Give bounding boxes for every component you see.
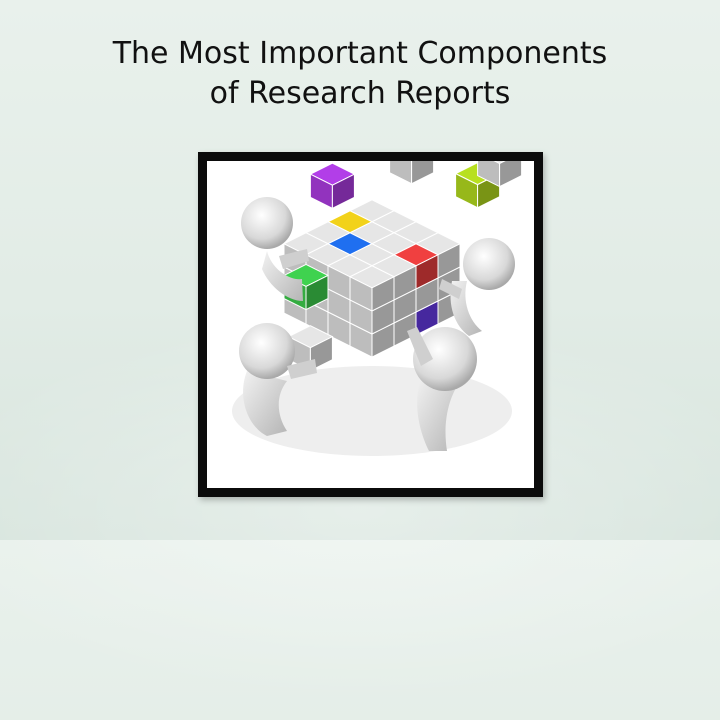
slide-title-line-1: The Most Important Components	[112, 36, 608, 71]
figure-bottom-right	[407, 327, 477, 451]
cube-stack	[282, 161, 523, 385]
cube-block	[477, 161, 523, 188]
cube-block	[389, 161, 435, 185]
figure-top-right	[439, 238, 515, 336]
figures-assembling-cube-icon	[232, 161, 523, 456]
figure-bottom-left	[239, 323, 317, 436]
slide-title: The Most Important Components of Researc…	[0, 34, 720, 114]
image-frame	[198, 152, 543, 497]
cube-block	[348, 265, 396, 312]
figure-top-left	[241, 197, 309, 301]
slide-title-line-2: of Research Reports	[209, 76, 511, 111]
cube-block	[309, 162, 356, 210]
